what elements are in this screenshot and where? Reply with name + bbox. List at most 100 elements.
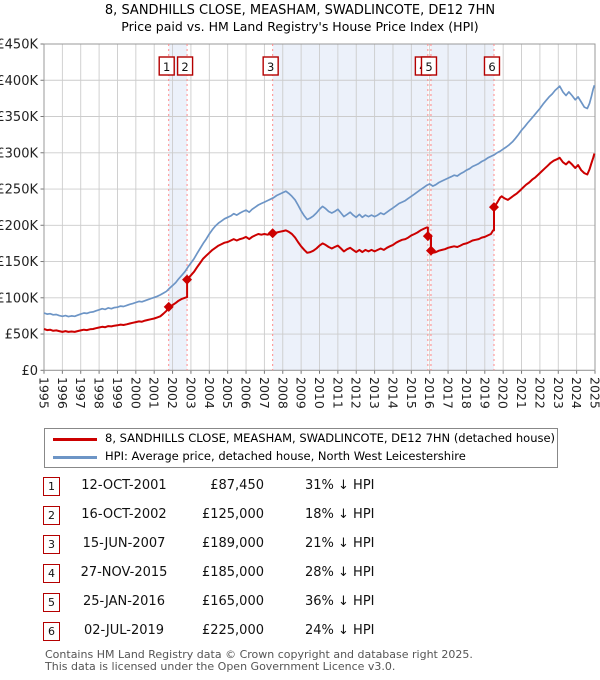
shaded-band <box>272 44 428 371</box>
y-axis-label: £100K <box>0 291 38 306</box>
y-axis-label: £450K <box>0 38 38 53</box>
ownership-shaded-bands <box>168 44 494 371</box>
sale-diamond <box>267 228 278 239</box>
x-axis-label: 2013 <box>367 377 382 409</box>
x-axis-label: 2017 <box>441 377 456 409</box>
y-axis-labels: £0 £50K £100K £150K £200K £250K £300K £350K £400… <box>0 38 38 379</box>
x-axis-label: 2008 <box>275 377 290 409</box>
x-axis-label: 2010 <box>312 377 327 409</box>
page-subtitle: Price paid vs. HM Land Registry's House … <box>121 19 479 34</box>
footer-line2: This data is licensed under the Open Gov… <box>45 660 396 673</box>
x-axis-label: 1998 <box>92 377 107 409</box>
sale-vs-hpi: 24% ↓ HPI <box>305 623 375 638</box>
x-axis-label: 2015 <box>404 377 419 409</box>
sale-vs-hpi: 31% ↓ HPI <box>305 478 375 493</box>
sale-table-row: 5 25-JAN-2016 £165,000 36% ↓ HPI <box>0 593 600 615</box>
sale-point-markers <box>163 202 499 312</box>
axis-ticks <box>40 43 596 374</box>
sale-price: £189,000 <box>201 536 264 551</box>
sale-marker-box <box>420 56 438 76</box>
sale-diamond <box>425 245 436 256</box>
sale-date: 27-NOV-2015 <box>80 565 168 580</box>
x-axis-label: 2004 <box>202 377 217 409</box>
x-axis-label: 2005 <box>220 377 235 409</box>
x-axis-label: 2022 <box>532 377 547 409</box>
x-axis-label: 1996 <box>55 377 70 409</box>
footer-line1: Contains HM Land Registry data © Crown c… <box>45 648 473 661</box>
x-axis-labels: 1995 1996 1997 1998 1999 2000 2001 2002 2003 2004… <box>37 377 600 409</box>
sale-table-row: 3 15-JUN-2007 £189,000 21% ↓ HPI <box>0 535 600 557</box>
x-axis-label: 1999 <box>110 377 125 409</box>
sale-marker-number: 1 <box>163 60 170 74</box>
sale-number-badge: 2 <box>43 506 60 525</box>
sale-number-badge: 5 <box>43 593 60 612</box>
sale-date: 15-JUN-2007 <box>82 536 166 551</box>
property-line-swatch <box>53 438 97 441</box>
x-axis-label: 2006 <box>239 377 254 409</box>
y-axis-label: £50K <box>5 328 39 343</box>
x-axis-label: 2019 <box>477 377 492 409</box>
sale-date: 16-OCT-2002 <box>81 507 167 522</box>
legend-item-property: 8, SANDHILLS CLOSE, MEASHAM, SWADLINCOTE… <box>45 430 557 448</box>
x-axis-label: 2002 <box>165 377 180 409</box>
y-axis-label: £300K <box>0 146 38 161</box>
page-title: 8, SANDHILLS CLOSE, MEASHAM, SWADLINCOTE… <box>104 3 496 18</box>
sale-diamond <box>163 301 174 312</box>
chart-legend: 8, SANDHILLS CLOSE, MEASHAM, SWADLINCOTE… <box>44 428 558 468</box>
y-axis-label: £250K <box>0 183 38 198</box>
y-axis-label: £200K <box>0 219 38 234</box>
y-axis-label: £0 <box>21 364 38 379</box>
x-axis-label: 2000 <box>128 377 143 409</box>
sale-vs-hpi: 28% ↓ HPI <box>305 565 375 580</box>
sale-marker-box <box>262 56 279 76</box>
hpi-line-swatch <box>53 456 97 459</box>
sale-date-lines <box>168 44 495 371</box>
sale-marker-box <box>158 56 175 76</box>
sale-number-badge: 3 <box>43 535 60 554</box>
sale-date: 02-JUL-2019 <box>83 623 165 638</box>
sale-marker-number: 2 <box>181 60 188 74</box>
sale-number-badge: 4 <box>43 564 60 583</box>
x-axis-label: 2018 <box>459 377 474 409</box>
x-axis-label: 2009 <box>294 377 309 409</box>
x-axis-label: 2020 <box>496 377 511 409</box>
sale-marker-box <box>483 56 501 76</box>
license-footer: Contains HM Land Registry data © Crown c… <box>45 649 473 673</box>
sale-date: 25-JAN-2016 <box>83 594 165 609</box>
x-axis-label: 1997 <box>73 377 88 409</box>
y-axis-label: £350K <box>0 110 38 125</box>
sale-table-row: 4 27-NOV-2015 £185,000 28% ↓ HPI <box>0 564 600 586</box>
y-axis-label: £400K <box>0 74 38 89</box>
legend-label: 8, SANDHILLS CLOSE, MEASHAM, SWADLINCOTE… <box>105 431 556 445</box>
x-axis-label: 2003 <box>183 377 198 409</box>
x-axis-label: 2024 <box>569 377 584 409</box>
price-history-chart: 123456£0£50K£100K£150K£200K£250K£300K£35… <box>0 38 600 409</box>
property-price-line <box>43 153 596 333</box>
sale-table-row: 2 16-OCT-2002 £125,000 18% ↓ HPI <box>0 506 600 528</box>
x-axis-label: 1995 <box>37 377 52 409</box>
sale-price: £87,450 <box>210 478 264 493</box>
chart-header: 8, SANDHILLS CLOSE, MEASHAM, SWADLINCOTE… <box>0 3 600 35</box>
x-axis-label: 2007 <box>257 377 272 409</box>
x-axis-label: 2016 <box>422 377 437 409</box>
sale-vs-hpi: 21% ↓ HPI <box>305 536 375 551</box>
legend-item-hpi: HPI: Average price, detached house, Nort… <box>45 448 557 466</box>
x-axis-label: 2025 <box>588 377 600 409</box>
x-axis-label: 2001 <box>147 377 162 409</box>
plot-border <box>43 43 596 371</box>
x-axis-label: 2014 <box>385 377 400 409</box>
legend-label: HPI: Average price, detached house, Nort… <box>105 449 466 463</box>
sale-price: £185,000 <box>201 565 264 580</box>
sale-price: £225,000 <box>201 623 264 638</box>
x-axis-label: 2012 <box>349 377 364 409</box>
sale-date: 12-OCT-2001 <box>81 478 167 493</box>
sale-vs-hpi: 18% ↓ HPI <box>305 507 375 522</box>
shaded-band <box>168 44 188 371</box>
x-axis-label: 2021 <box>514 377 529 409</box>
sale-price: £165,000 <box>201 594 264 609</box>
y-axis-label: £150K <box>0 255 38 270</box>
sale-diamond <box>422 231 433 242</box>
sale-number-badge: 1 <box>43 477 60 496</box>
x-axis-label: 2011 <box>330 377 345 409</box>
